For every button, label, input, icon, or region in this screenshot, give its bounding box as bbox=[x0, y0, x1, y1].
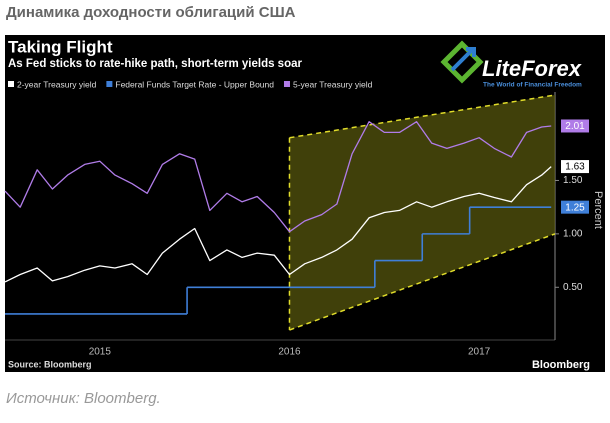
chart-subtitle: As Fed sticks to rate-hike path, short-t… bbox=[8, 58, 302, 70]
logo-arrow bbox=[450, 47, 476, 72]
caption: Источник: Bloomberg. bbox=[6, 390, 161, 407]
y-tick-label: 1.00 bbox=[563, 229, 583, 240]
legend-swatch bbox=[8, 81, 14, 87]
series-line bbox=[4, 121, 552, 233]
logo-tagline: The World of Financial Freedom bbox=[483, 82, 582, 89]
source: Source: Bloomberg bbox=[8, 359, 92, 369]
y-axis-label: Percent bbox=[592, 191, 604, 229]
brand: Bloomberg bbox=[532, 359, 590, 371]
end-label-box bbox=[561, 160, 589, 174]
legend-label: 2-year Treasury yield bbox=[17, 79, 97, 89]
end-label: 2.01 bbox=[565, 121, 585, 132]
legend-label: Federal Funds Target Rate - Upper Bound bbox=[115, 79, 274, 89]
end-label: 1.25 bbox=[565, 202, 585, 213]
logo-name: LiteForex bbox=[482, 56, 582, 81]
x-tick-label: 2016 bbox=[278, 347, 301, 358]
legend-label: 5-year Treasury yield bbox=[293, 79, 373, 89]
chart-title: Taking Flight bbox=[8, 37, 113, 56]
y-tick-label: 0.50 bbox=[563, 282, 583, 293]
end-label: 1.63 bbox=[565, 162, 585, 173]
legend-swatch bbox=[283, 81, 290, 87]
page-title: Динамика доходности облигаций США bbox=[6, 4, 296, 21]
series-line bbox=[4, 166, 552, 283]
legend: 2-year Treasury yield Federal Funds Targe… bbox=[8, 79, 373, 89]
end-label-box bbox=[561, 200, 589, 214]
channel-edge bbox=[289, 233, 556, 331]
y-tick-label: 1.50 bbox=[563, 175, 583, 186]
end-label-box bbox=[561, 119, 589, 133]
x-tick-label: 2017 bbox=[468, 347, 491, 358]
logo-icon bbox=[440, 40, 484, 84]
legend-swatch bbox=[106, 81, 113, 87]
channel-fill bbox=[289, 95, 555, 330]
x-tick-label: 2015 bbox=[89, 347, 112, 358]
